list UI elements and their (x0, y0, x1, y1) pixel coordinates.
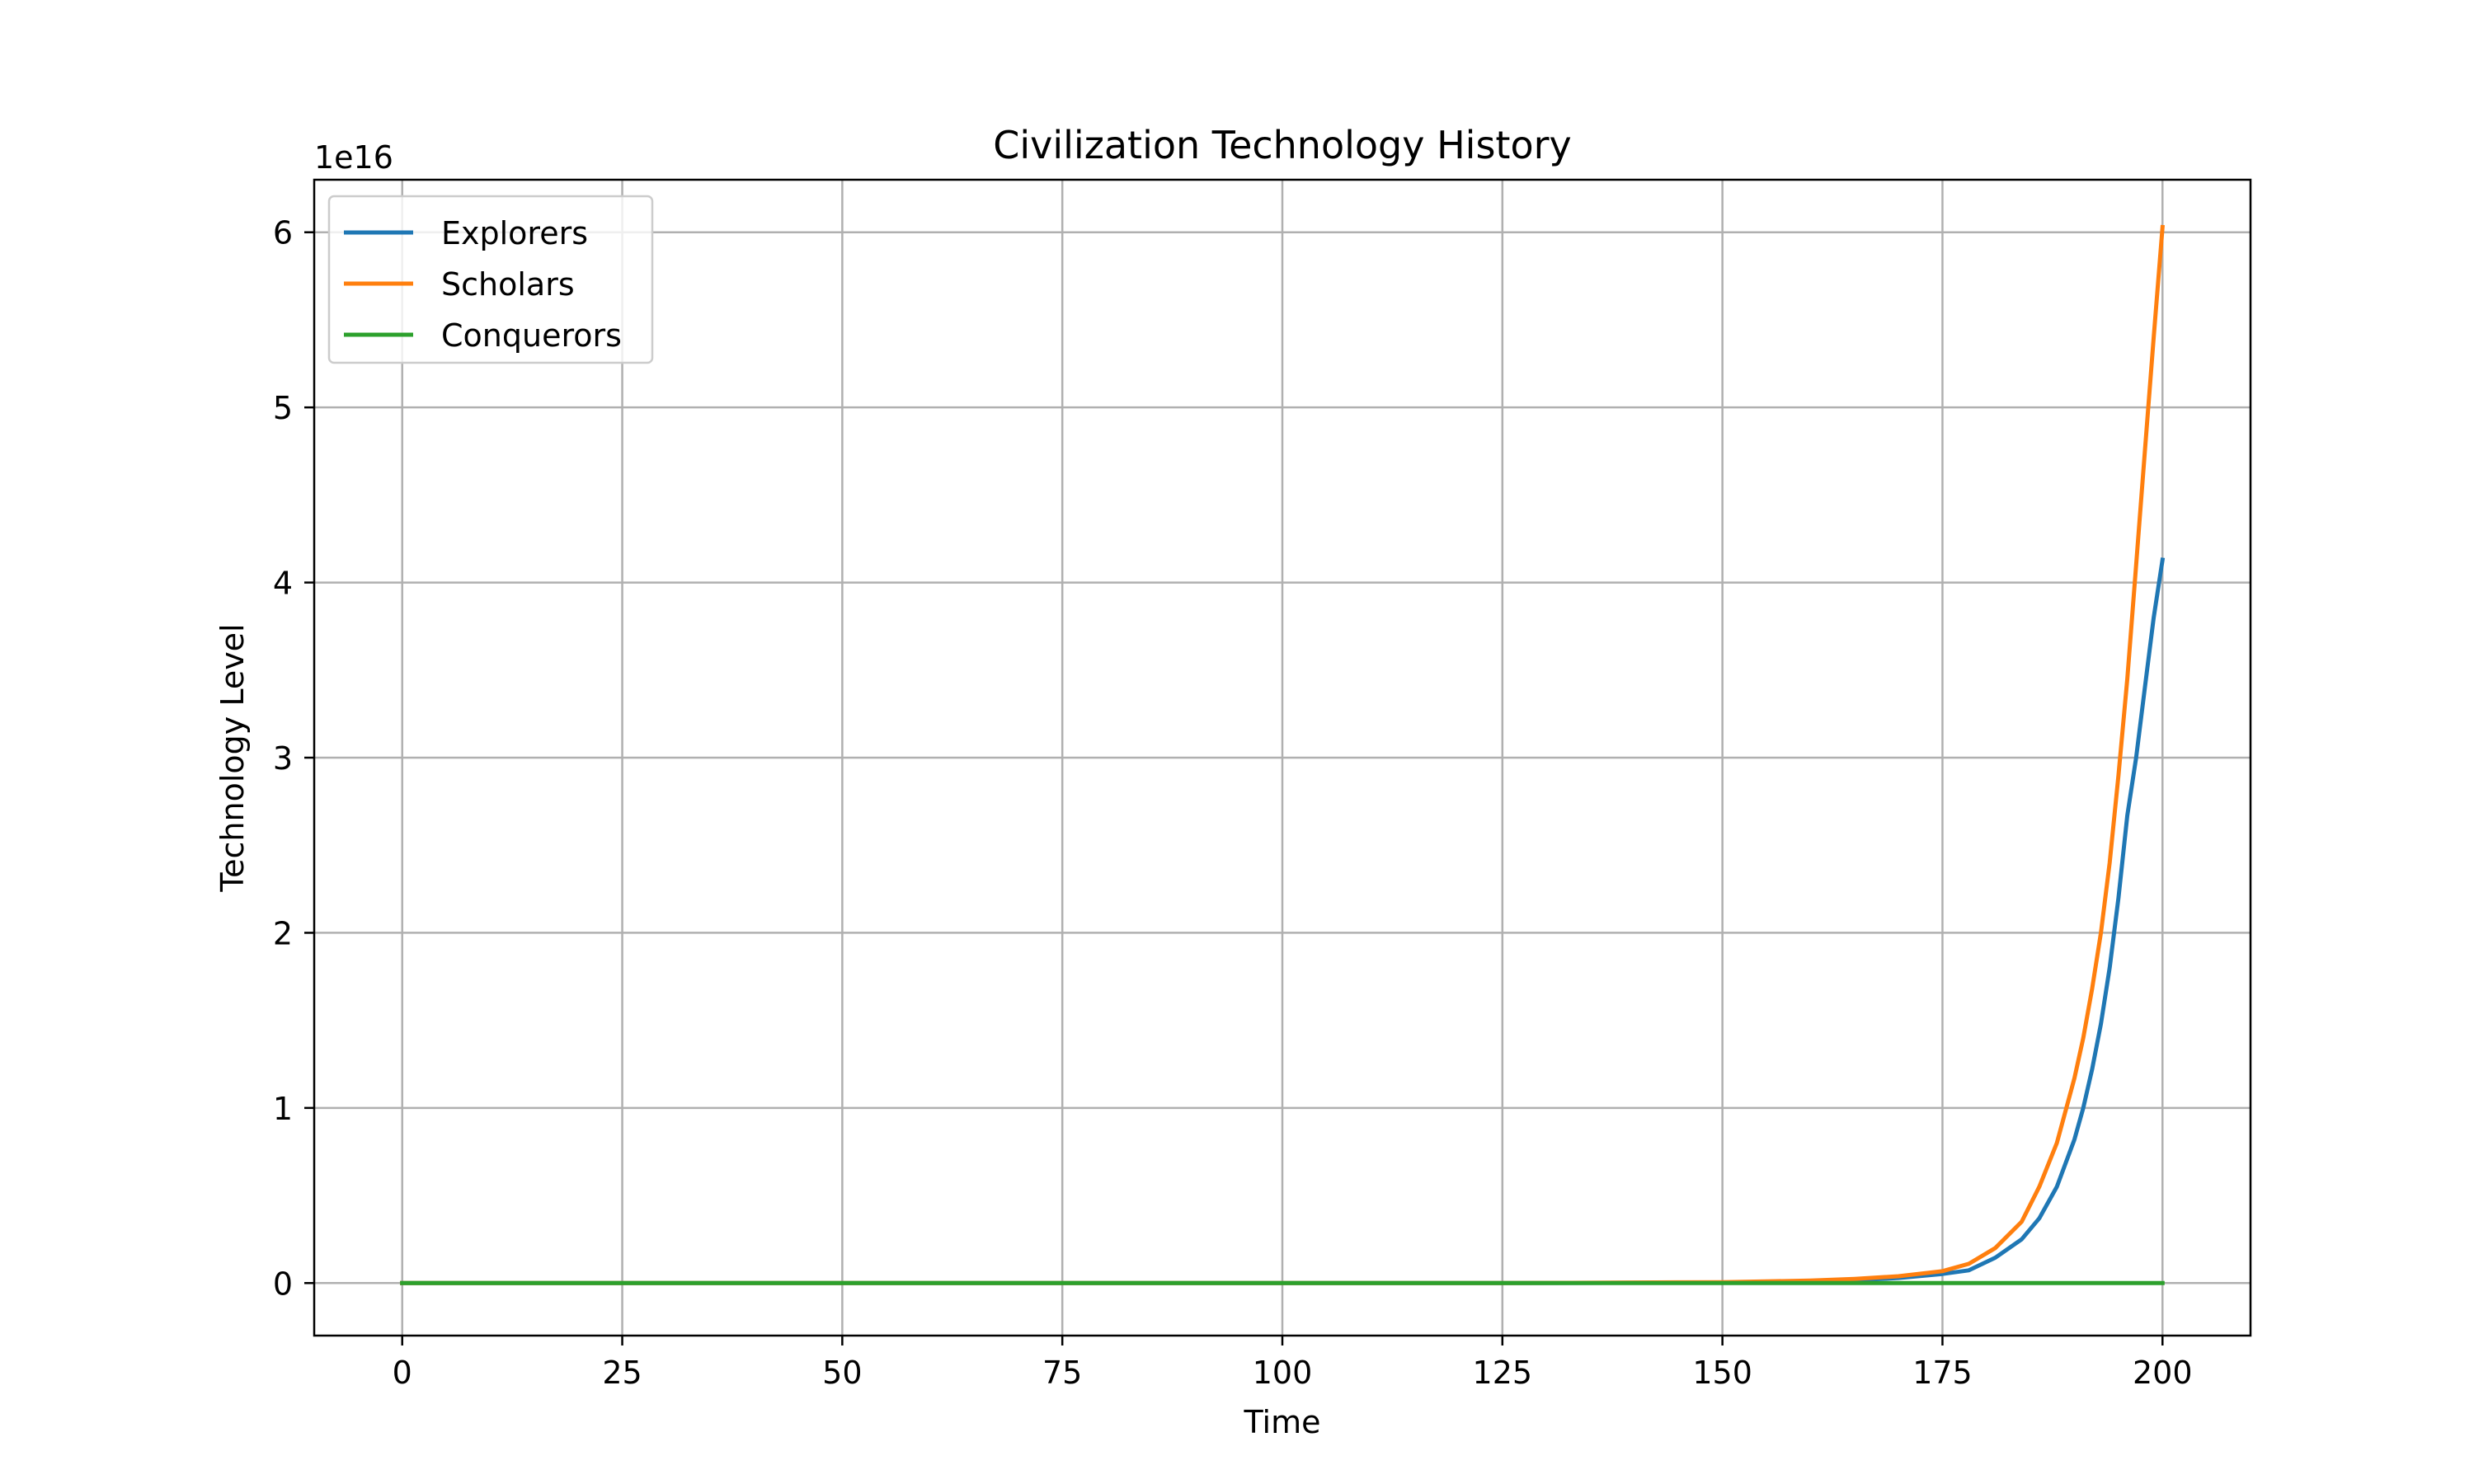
legend-label-explorers: Explorers (441, 215, 588, 251)
y-tick-label: 6 (273, 215, 293, 251)
y-tick-label: 0 (273, 1266, 293, 1302)
x-tick-label: 25 (602, 1355, 642, 1391)
x-axis-label: Time (1244, 1404, 1321, 1440)
x-tick-label: 125 (1473, 1355, 1533, 1391)
x-tick-label: 75 (1042, 1355, 1082, 1391)
y-tick-label: 3 (273, 740, 293, 777)
y-axis-ticks: 0 1 2 3 4 5 6 (273, 215, 314, 1302)
y-tick-label: 5 (273, 390, 293, 426)
legend-label-conquerors: Conquerors (441, 317, 622, 354)
x-tick-label: 150 (1692, 1355, 1752, 1391)
y-tick-label: 4 (273, 566, 293, 602)
x-axis-ticks: 0 25 50 75 100 125 150 175 200 (393, 1336, 2193, 1391)
x-tick-label: 0 (393, 1355, 412, 1391)
y-tick-label: 1 (273, 1091, 293, 1127)
series-lines (400, 224, 2166, 1285)
legend-label-scholars: Scholars (441, 266, 575, 303)
chart-title: Civilization Technology History (993, 123, 1571, 167)
y-axis-offset-label: 1e16 (314, 139, 393, 176)
x-tick-label: 200 (2133, 1355, 2193, 1391)
plot-frame (313, 178, 2252, 1337)
x-tick-label: 100 (1253, 1355, 1313, 1391)
y-tick-label: 2 (273, 915, 293, 951)
legend-box (327, 195, 654, 364)
x-tick-label: 50 (822, 1355, 862, 1391)
y-axis-label: Technology Level (214, 623, 251, 892)
legend: Explorers Scholars Conquerors (327, 195, 654, 364)
x-tick-label: 175 (1912, 1355, 1973, 1391)
